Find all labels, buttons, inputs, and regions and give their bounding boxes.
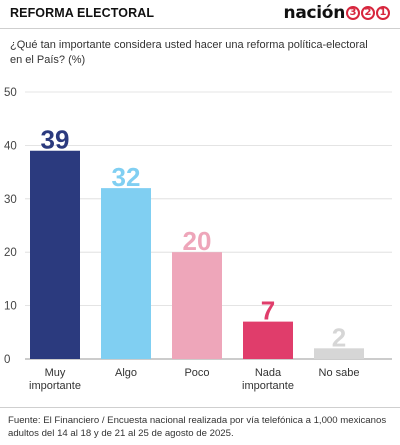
y-tick-label: 20 xyxy=(4,247,17,259)
x-tick-label: importante xyxy=(29,380,81,392)
x-tick-label: importante xyxy=(242,380,294,392)
x-tick-label: Nada xyxy=(255,367,282,379)
value-label: 39 xyxy=(41,125,70,155)
x-tick-label: No sabe xyxy=(319,367,360,379)
bar xyxy=(101,188,151,359)
bar xyxy=(314,348,364,359)
section-title: REFORMA ELECTORAL xyxy=(10,6,155,20)
footer-divider xyxy=(0,407,400,408)
value-label: 20 xyxy=(183,226,212,256)
value-label: 7 xyxy=(261,296,275,326)
x-tick-label: Algo xyxy=(115,367,137,379)
brand-digit-1: 3 xyxy=(346,6,360,20)
value-label: 32 xyxy=(112,162,141,192)
bar-chart: 0102030405039Muyimportante32Algo20Poco7N… xyxy=(4,87,392,392)
y-tick-label: 40 xyxy=(4,140,17,152)
y-tick-label: 0 xyxy=(4,354,10,366)
bar xyxy=(30,150,80,359)
y-tick-label: 30 xyxy=(4,194,17,206)
x-tick-label: Muy xyxy=(45,367,66,379)
y-tick-label: 10 xyxy=(4,301,17,313)
y-tick-label: 50 xyxy=(4,87,17,99)
bar xyxy=(243,321,293,359)
chart-question: ¿Qué tan importante considera usted hace… xyxy=(10,39,368,66)
value-label: 2 xyxy=(332,322,346,352)
brand-digit-3: 1 xyxy=(376,6,390,20)
brand-logo: nación 3 2 1 xyxy=(284,2,390,24)
header: REFORMA ELECTORAL nación 3 2 1 xyxy=(0,0,400,28)
source-note: Fuente: El Financiero / Encuesta naciona… xyxy=(8,415,387,439)
bar xyxy=(172,252,222,359)
brand-word: nación xyxy=(283,3,346,23)
x-tick-label: Poco xyxy=(184,367,209,379)
header-divider xyxy=(0,28,400,29)
brand-digit-2: 2 xyxy=(361,6,375,20)
